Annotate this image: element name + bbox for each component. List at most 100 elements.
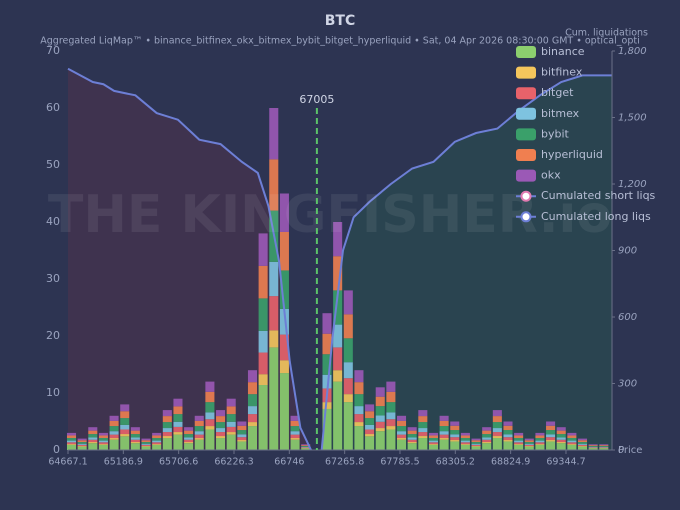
bar-segment: [88, 439, 98, 443]
bar-segment: [535, 440, 545, 443]
bar-segment: [258, 374, 268, 386]
bar-segment: [567, 435, 577, 439]
bar-segment: [237, 440, 247, 442]
bar-segment: [290, 426, 300, 432]
bar-segment: [216, 416, 226, 423]
bar-segment: [173, 426, 183, 433]
bar-segment: [141, 444, 151, 447]
bar-segment: [567, 432, 577, 436]
bar-segment: [173, 414, 183, 422]
bar-segment: [173, 432, 183, 435]
bar-segment: [237, 441, 247, 450]
bar-segment: [194, 434, 204, 439]
bar-segment: [66, 442, 77, 445]
bar-segment: [237, 421, 247, 426]
bar-segment: [216, 428, 226, 433]
bar-segment: [205, 429, 215, 450]
y-tick-label: 70: [46, 44, 60, 57]
bar-segment: [66, 444, 77, 445]
bar-segment: [290, 415, 300, 421]
bar-segment: [343, 362, 353, 379]
bar-segment: [524, 442, 534, 444]
bar-segment: [365, 436, 375, 450]
x-tick-label: 66226.3: [214, 457, 253, 468]
y2-tick-label: 900: [618, 246, 637, 257]
bar-segment: [567, 444, 577, 445]
bar-segment: [247, 394, 258, 407]
bar-segment: [418, 422, 428, 429]
bar-segment: [482, 437, 492, 440]
bar-segment: [588, 444, 598, 446]
bar-segment: [514, 435, 524, 439]
bar-segment: [556, 430, 566, 435]
legend-label: bitget: [541, 86, 574, 99]
bar-segment: [386, 429, 396, 450]
bar-segment: [77, 443, 87, 445]
bar-segment: [237, 437, 247, 441]
bar-segment: [439, 434, 449, 439]
bar-segment: [109, 439, 119, 450]
bar-segment: [88, 430, 98, 435]
bar-segment: [333, 290, 343, 325]
bar-segment: [503, 440, 513, 442]
bar-segment: [152, 438, 162, 441]
legend-marker: [520, 211, 532, 223]
bar-segment: [130, 430, 140, 435]
x-tick-label: 66746: [274, 457, 304, 468]
bar-segment: [577, 444, 588, 447]
bar-segment: [588, 446, 598, 447]
bar-segment: [599, 448, 609, 450]
bar-segment: [120, 418, 130, 425]
chart-title: BTC: [325, 13, 356, 29]
bar-segment: [450, 441, 460, 450]
bar-segment: [141, 446, 151, 447]
bar-segment: [77, 446, 87, 447]
bar-segment: [98, 438, 108, 441]
bar-segment: [471, 446, 481, 450]
bar-segment: [333, 256, 343, 291]
bar-segment: [258, 265, 268, 299]
bar-segment: [152, 444, 162, 450]
bar-segment: [66, 444, 77, 450]
x-tick-label: 67785.5: [380, 457, 419, 468]
x-tick-label: 64667.1: [48, 457, 87, 468]
bar-segment: [524, 444, 534, 447]
bar-segment: [577, 446, 588, 447]
bar-segment: [354, 382, 364, 395]
bar-segment: [471, 443, 481, 445]
bar-segment: [290, 434, 300, 439]
bar-segment: [322, 354, 332, 375]
legend-swatch: [516, 66, 536, 79]
bar-segment: [354, 406, 364, 415]
bar-segment: [120, 424, 130, 430]
bar-segment: [471, 442, 481, 444]
bar-segment: [194, 420, 204, 427]
bar-segment: [439, 426, 449, 432]
bar-segment: [354, 370, 364, 383]
bar-segment: [205, 426, 215, 430]
bar-segment: [482, 427, 492, 431]
legend-swatch: [516, 128, 536, 141]
bar-segment: [162, 428, 172, 433]
bar-segment: [535, 432, 545, 436]
bar-segment: [98, 444, 108, 450]
bar-segment: [194, 426, 204, 432]
bar-segment: [577, 443, 588, 445]
bar-segment: [503, 437, 513, 441]
bar-segment: [66, 438, 77, 441]
bar-segment: [514, 444, 524, 445]
legend-label: bitmex: [541, 107, 580, 120]
bar-segment: [194, 415, 204, 421]
bar-segment: [599, 444, 609, 446]
legend-label: binance: [541, 45, 585, 58]
bar-segment: [524, 446, 534, 447]
bar-segment: [173, 434, 183, 450]
bar-segment: [535, 442, 545, 445]
bar-segment: [205, 412, 215, 420]
bar-segment: [301, 448, 311, 450]
bar-segment: [184, 442, 194, 444]
bar-segment: [482, 430, 492, 435]
bar-segment: [450, 437, 460, 441]
bar-segment: [365, 411, 375, 419]
bar-segment: [322, 402, 332, 409]
